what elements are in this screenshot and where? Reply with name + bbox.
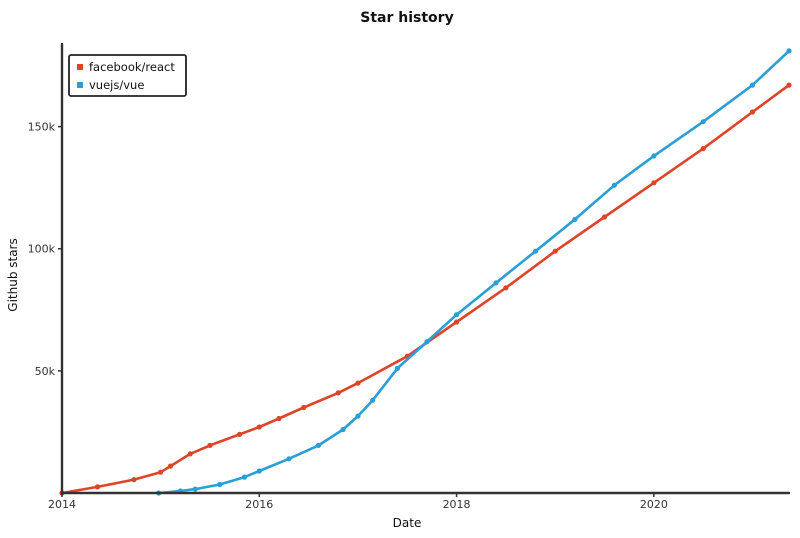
series-point <box>301 404 307 411</box>
series-point <box>370 397 376 403</box>
series-point <box>187 451 193 457</box>
tick-labels: 2014 2016 2018 2020 50k 100k 150k <box>28 121 668 511</box>
series-point <box>276 415 282 422</box>
series-point <box>700 146 706 152</box>
legend-entry-react: facebook/react <box>89 60 175 74</box>
series-point <box>503 285 509 291</box>
series-point <box>493 280 499 286</box>
series-point <box>552 248 558 254</box>
series-point <box>131 477 137 483</box>
series-point <box>651 180 657 186</box>
series-point <box>700 119 706 125</box>
legend-swatch-vue <box>77 82 83 88</box>
series-point <box>286 456 292 462</box>
series-point <box>340 426 346 433</box>
series-point <box>237 431 243 437</box>
series-point <box>158 469 164 475</box>
x-tick-label: 2020 <box>640 498 668 511</box>
series-point <box>167 463 174 469</box>
legend-entry-vue: vuejs/vue <box>89 78 144 92</box>
x-tick-label: 2018 <box>443 498 471 511</box>
y-tick-label: 100k <box>28 243 56 256</box>
axes <box>60 42 791 496</box>
series-point <box>532 248 539 254</box>
series-point <box>454 312 460 318</box>
y-tick-label: 150k <box>28 121 56 134</box>
series-point <box>454 319 460 325</box>
series-point <box>207 442 213 448</box>
series-point <box>749 109 756 115</box>
chart-title: Star history <box>360 10 453 26</box>
series-point <box>611 182 618 188</box>
series-point <box>256 424 262 430</box>
series-point <box>335 390 341 396</box>
series-point <box>424 339 430 345</box>
legend: facebook/react vuejs/vue <box>68 54 187 97</box>
x-tick-label: 2014 <box>48 498 76 511</box>
series-line-0 <box>60 83 791 495</box>
x-axis-label: Date <box>393 516 422 530</box>
series-point <box>217 481 223 488</box>
series-line-1 <box>157 49 791 495</box>
y-tick-label: 50k <box>35 365 56 378</box>
series-point <box>355 380 361 386</box>
series-point <box>94 484 101 490</box>
series-point <box>355 413 361 419</box>
series-point <box>651 153 657 159</box>
series-point <box>241 474 248 480</box>
series-point <box>786 82 792 88</box>
y-axis-label: Github stars <box>6 238 20 311</box>
series-point <box>256 468 262 474</box>
series-point <box>786 48 792 54</box>
series-point <box>601 214 608 220</box>
series-point <box>749 82 756 88</box>
plot-area <box>59 48 792 496</box>
series-point <box>572 216 578 222</box>
series-point <box>394 365 400 371</box>
series-point <box>192 486 198 492</box>
legend-box <box>68 54 187 97</box>
legend-swatch-react <box>77 64 83 70</box>
x-tick-label: 2016 <box>245 498 273 511</box>
series-point <box>315 442 322 448</box>
